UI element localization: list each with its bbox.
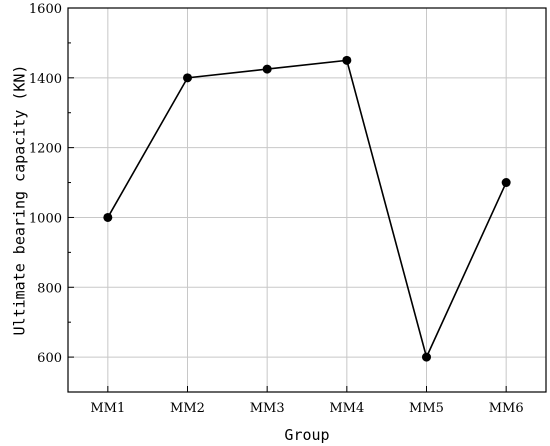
y-tick-label: 600	[37, 351, 62, 366]
x-axis-title: Group	[284, 426, 329, 444]
grid-lines	[68, 7, 546, 392]
data-point-mm6	[501, 178, 511, 188]
plot-frame	[67, 7, 547, 393]
y-tick-label: 1200	[29, 142, 62, 157]
data-point-mm1	[103, 212, 113, 222]
data-points	[103, 55, 511, 362]
x-tick-label: MM4	[329, 401, 364, 416]
y-axis-title: Ultimate bearing capacity (KN)	[11, 65, 29, 336]
data-point-mm4	[342, 55, 352, 65]
x-tick-label: MM2	[170, 401, 205, 416]
x-tick-labels: MM1 MM2 MM3 MM4 MM5 MM6	[90, 401, 523, 416]
axis-ticks	[68, 7, 507, 392]
y-tick-label: 800	[37, 281, 62, 296]
data-point-mm5	[422, 352, 431, 362]
x-tick-label: MM3	[250, 401, 285, 416]
y-tick-label: 1600	[29, 2, 62, 17]
y-tick-labels: 600 800 1000 1200 1400 1600	[29, 2, 62, 366]
y-tick-label: 1000	[29, 211, 62, 226]
x-tick-label: MM5	[409, 401, 444, 416]
data-point-mm3	[262, 64, 272, 74]
series-line	[107, 59, 507, 360]
x-tick-label: MM6	[489, 401, 524, 416]
x-tick-label: MM1	[90, 401, 125, 416]
y-tick-label: 1400	[29, 72, 62, 87]
data-point-mm2	[183, 73, 192, 83]
